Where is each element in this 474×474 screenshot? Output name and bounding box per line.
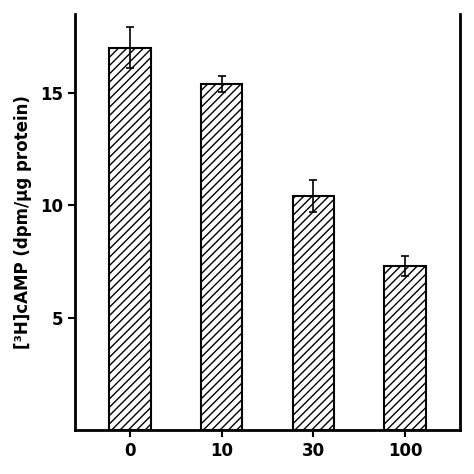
Y-axis label: [³H]cAMP (dpm/µg protein): [³H]cAMP (dpm/µg protein) (14, 95, 32, 349)
Bar (109, 48, 151, 430)
Bar (293, 196, 334, 430)
Bar (201, 84, 242, 430)
Bar (384, 266, 426, 430)
